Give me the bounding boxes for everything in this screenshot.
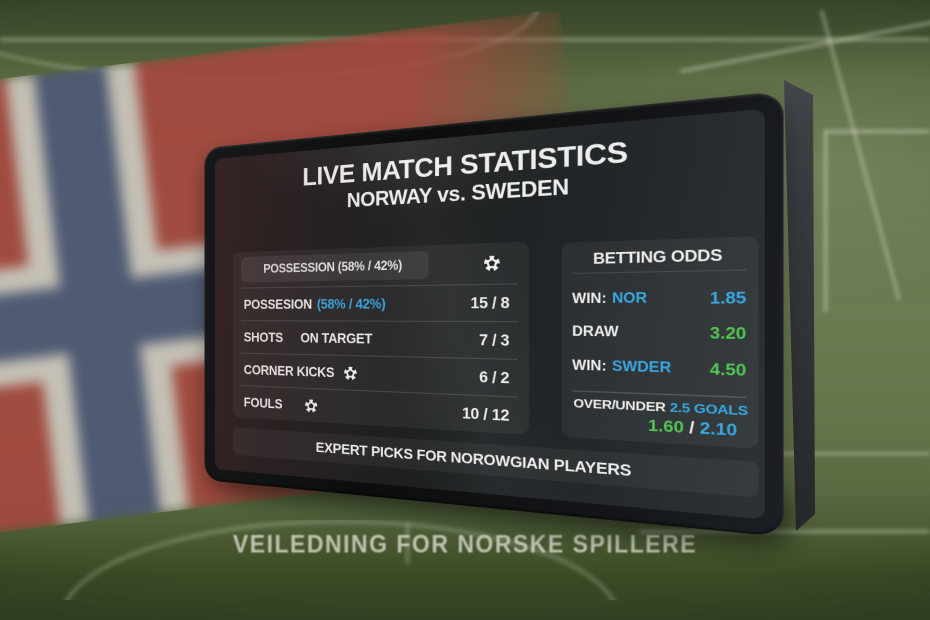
stat-row-possession: POSSESION (58% / 42%) 15 / 8	[240, 283, 518, 322]
under-odds-value: 2.10	[699, 418, 738, 440]
odds-row-draw: DRAW 3.20	[572, 324, 746, 343]
odds-value: 3.20	[709, 324, 747, 343]
stat-accent-value: (58% / 42%)	[316, 295, 386, 312]
field-center-line	[406, 522, 409, 564]
stat-label: CORNER KICKS	[243, 362, 335, 380]
tv-monitor: LIVE MATCH STATISTICS NORWAY vs. SWEDEN …	[204, 90, 784, 538]
match-stats-panel: POSSESSION (58% / 42%) POSSESION (58% / …	[232, 241, 530, 435]
stat-label: POSSESION	[243, 296, 312, 312]
stat-label: SHOTS	[243, 329, 284, 345]
soccer-ball-icon	[343, 365, 358, 381]
stat-value: 6 / 2	[479, 368, 510, 387]
possession-header-chip: POSSESSION (58% / 42%)	[240, 250, 429, 283]
odds-label: WIN:	[572, 291, 607, 307]
betting-odds-panel: BETTING ODDS WIN: NOR 1.85 DRAW 3.20 WIN…	[561, 236, 759, 449]
odds-label: DRAW	[572, 324, 619, 341]
odds-value: 1.85	[709, 288, 747, 307]
soccer-ball-icon	[483, 254, 501, 272]
odds-row-win-norway: WIN: NOR 1.85	[572, 288, 746, 307]
odds-rows: WIN: NOR 1.85 DRAW 3.20 WIN: SWDER 4.50	[572, 271, 746, 397]
field-line	[640, 530, 930, 533]
stat-value: 10 / 12	[461, 404, 510, 425]
stats-header-row: POSSESSION (58% / 42%)	[240, 242, 518, 288]
tv-screen: LIVE MATCH STATISTICS NORWAY vs. SWEDEN …	[215, 108, 765, 520]
soccer-ball-icon	[305, 398, 319, 414]
stat-value: 7 / 3	[479, 331, 510, 350]
field-caption: VEILEDNING FOR NORSKE SPILLERE	[232, 529, 698, 558]
field-goal-box-side-line	[824, 130, 827, 312]
stat-label: FOULS	[243, 394, 283, 412]
betting-odds-title: BETTING ODDS	[572, 243, 747, 275]
odds-row-win-sweden: WIN: SWDER 4.50	[572, 357, 746, 379]
odds-value: 4.50	[709, 359, 747, 380]
over-under-section: OVER/UNDER 2.5 GOALS 1.60 / 2.10	[572, 390, 748, 443]
odds-separator: /	[683, 417, 700, 438]
stat-value: 15 / 8	[470, 294, 510, 312]
field-goal-box-top-line	[826, 130, 930, 133]
stat-label-secondary: ON TARGET	[300, 330, 373, 347]
odds-team: SWDER	[611, 359, 672, 376]
over-odds-value: 1.60	[648, 415, 684, 437]
odds-team: NOR	[611, 290, 647, 306]
odds-label: WIN:	[572, 358, 607, 374]
